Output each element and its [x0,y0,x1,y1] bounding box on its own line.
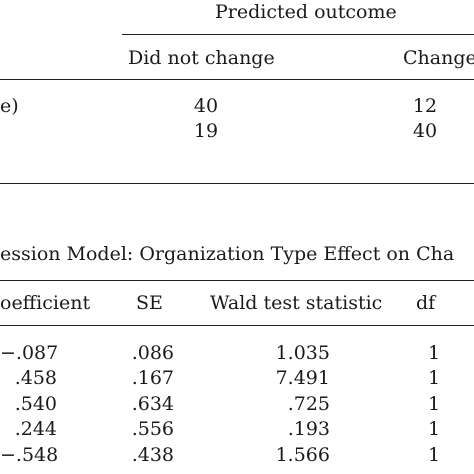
wald-cell: .725 [287,393,330,415]
table2-header-rule [0,325,474,326]
cell-change: 12 [412,95,438,117]
header-rule [0,79,474,80]
df-cell: 1 [427,418,441,440]
cell-change: 40 [412,120,438,142]
cell-did-not-change: 40 [193,95,219,117]
se-cell: .167 [131,367,174,389]
se-cell: .556 [131,418,174,440]
spanner-rule [122,34,474,35]
header-se: SE [136,292,163,314]
col-header-did-not-change: Did not change [128,47,275,69]
header-wald: Wald test statistic [210,292,383,314]
coef-cell: .540 [14,393,57,415]
table2-top-rule [0,280,474,281]
cell-did-not-change: 19 [193,120,219,142]
row-label: e) [0,95,19,117]
df-cell: 1 [427,393,441,415]
header-df: df [416,292,436,314]
coef-cell: −.087 [0,342,59,364]
df-cell: 1 [427,367,441,389]
table2-caption: ession Model: Organization Type Effect o… [0,243,455,265]
spanner-header: Predicted outcome [215,1,397,23]
wald-cell: 1.035 [275,342,330,364]
wald-cell: 1.566 [275,444,330,466]
coef-cell: .244 [14,418,57,440]
df-cell: 1 [427,444,441,466]
coef-cell: −.548 [0,444,59,466]
se-cell: .634 [131,393,174,415]
wald-cell: 7.491 [275,367,330,389]
se-cell: .438 [131,444,174,466]
header-coefficient: oefficient [0,292,91,314]
table1-bottom-rule [0,183,474,184]
df-cell: 1 [427,342,441,364]
col-header-change: Change [403,47,474,69]
coef-cell: .458 [14,367,57,389]
se-cell: .086 [131,342,174,364]
wald-cell: .193 [287,418,330,440]
